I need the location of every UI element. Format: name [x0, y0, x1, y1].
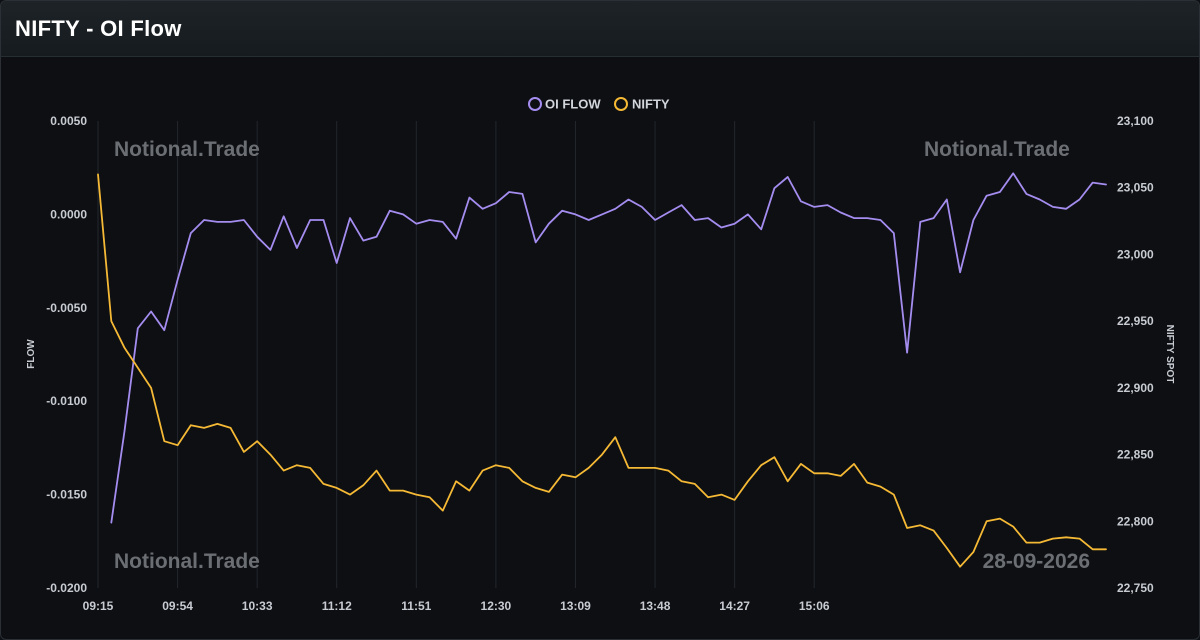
y-left-tick-label: -0.0150 — [46, 488, 87, 502]
series-line-oi-flow — [110, 172, 1107, 524]
y-right-tick-label: 22,900 — [1117, 381, 1154, 395]
legend-swatch-oi-flow — [528, 97, 542, 111]
y-right-tick-label: 22,850 — [1117, 448, 1154, 462]
x-tick-label: 09:54 — [162, 599, 193, 613]
y-left-tick-label: -0.0200 — [46, 581, 87, 595]
x-tick-label: 15:06 — [799, 599, 830, 613]
y-axis-left-title: FLOW — [26, 339, 37, 369]
y-left-tick-label: -0.0100 — [46, 394, 87, 408]
page-title: NIFTY - OI Flow — [15, 15, 182, 41]
y-right-tick-label: 23,050 — [1117, 181, 1154, 195]
watermark-bottom-left: Notional.Trade — [114, 550, 260, 573]
y-right-tick-label: 22,950 — [1117, 314, 1154, 328]
watermark-top-left: Notional.Trade — [114, 138, 260, 161]
x-tick-label: 13:48 — [640, 599, 671, 613]
x-tick-label: 11:12 — [322, 599, 352, 613]
panel-header: NIFTY - OI Flow — [1, 1, 1199, 57]
watermark-top-right: Notional.Trade — [924, 138, 1070, 161]
y-right-tick-label: 23,100 — [1117, 114, 1154, 128]
x-tick-label: 11:51 — [401, 599, 431, 613]
y-right-tick-label: 22,800 — [1117, 514, 1154, 528]
watermark-date: 28-09-2026 — [983, 550, 1090, 573]
legend-label-nifty: NIFTY — [632, 97, 670, 112]
x-tick-label: 10:33 — [242, 599, 273, 613]
legend[interactable]: OI FLOW NIFTY — [528, 97, 670, 112]
legend-item-oi-flow[interactable]: OI FLOW — [528, 97, 601, 112]
y-right-tick-label: 22,750 — [1117, 581, 1154, 595]
x-tick-label: 14:27 — [719, 599, 750, 613]
legend-label-oi-flow: OI FLOW — [545, 97, 601, 112]
x-tick-label: 13:09 — [560, 599, 591, 613]
y-left-tick-label: 0.0000 — [50, 207, 87, 221]
y-axis-right-title: NIFTY SPOT — [1164, 325, 1175, 384]
legend-swatch-nifty — [614, 97, 628, 111]
y-right-tick-label: 23,000 — [1117, 247, 1154, 261]
y-left-tick-label: -0.0050 — [46, 301, 87, 315]
series-line-nifty — [97, 173, 1107, 568]
legend-item-nifty[interactable]: NIFTY — [614, 97, 670, 112]
x-tick-label: 09:15 — [83, 599, 114, 613]
y-left-tick-label: 0.0050 — [50, 114, 87, 128]
oi-flow-chart: Notional.Trade Notional.Trade Notional.T… — [26, 97, 1175, 614]
x-tick-label: 12:30 — [481, 599, 512, 613]
